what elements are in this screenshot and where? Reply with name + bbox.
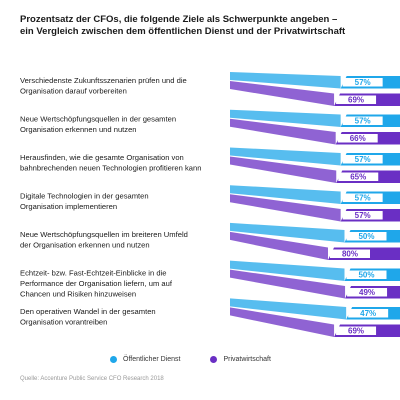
connector-ribbon <box>230 231 328 260</box>
chart-title: Prozentsatz der CFOs, die folgende Ziele… <box>20 14 390 38</box>
source-note: Quelle: Accenture Public Service CFO Res… <box>20 376 164 382</box>
connector-ribbon <box>230 307 335 337</box>
connector-ribbon <box>230 298 347 320</box>
category-label: Neue Wertschöpfungsquellen im breiteren … <box>20 230 188 250</box>
chart-title-line-2: ein Vergleich zwischen dem öffentlichen … <box>20 26 346 37</box>
category-label: Den operativen Wandel in der gesamten Org… <box>20 307 156 327</box>
category-label: Herausfinden, wie die gesamte Organisati… <box>20 153 201 173</box>
value-label: 47% <box>360 309 376 318</box>
chart-title-line-1: Prozentsatz der CFOs, die folgende Ziele… <box>20 14 338 25</box>
value-label: 69% <box>348 96 364 105</box>
value-label: 50% <box>358 232 374 241</box>
connector-ribbon <box>230 147 341 166</box>
value-label: 50% <box>358 271 374 280</box>
connector-ribbon <box>230 72 341 89</box>
value-label-box <box>330 249 370 258</box>
value-label-box <box>337 134 378 143</box>
category-label: Echtzeit- bzw. Fast-Echtzeit-Einblicke i… <box>20 269 173 299</box>
value-label: 80% <box>342 250 358 259</box>
value-label: 57% <box>355 211 371 220</box>
category-label: Digitale Technologien in der gesamten Org… <box>20 192 149 212</box>
value-label: 57% <box>355 194 371 203</box>
value-label: 65% <box>350 173 366 182</box>
value-label: 49% <box>359 288 375 297</box>
value-label-box <box>348 309 389 318</box>
value-label-box <box>347 288 388 297</box>
connector-ribbon <box>230 118 336 145</box>
category-label: Neue Wertschöpfungsquellen in der gesamt… <box>20 115 176 135</box>
value-label-box <box>342 78 383 87</box>
legend-swatch-public <box>110 356 117 363</box>
value-label-box <box>346 232 387 241</box>
value-label: 66% <box>350 134 366 143</box>
value-label-box <box>336 95 377 104</box>
value-label-box <box>338 172 379 181</box>
value-label-box <box>342 116 383 125</box>
connector-ribbon <box>230 185 341 204</box>
connector-ribbon <box>230 109 341 127</box>
value-label: 57% <box>355 155 371 164</box>
value-label-box <box>336 326 377 335</box>
connector-ribbon <box>230 269 346 299</box>
legend-label-public: Öffentlicher Dienst <box>123 356 181 363</box>
value-label: 69% <box>348 327 364 336</box>
legend-item-private: Privatwirtschaft <box>210 356 271 363</box>
legend-item-public: Öffentlicher Dienst <box>110 356 180 363</box>
value-label: 57% <box>355 117 371 126</box>
value-label-box <box>342 211 383 220</box>
value-label: 57% <box>355 78 371 87</box>
connector-ribbon <box>230 194 341 222</box>
connector-ribbon <box>230 81 335 106</box>
value-label-box <box>342 193 383 202</box>
connector-ribbon <box>230 260 345 281</box>
connector-ribbon <box>230 222 345 243</box>
legend-label-private: Privatwirtschaft <box>223 356 271 363</box>
value-label-box <box>346 270 387 279</box>
category-label: Verschiedenste Zukunftsszenarien prüfen … <box>20 76 187 96</box>
legend: Öffentlicher Dienst Privatwirtschaft <box>110 356 271 363</box>
value-label-box <box>342 155 383 164</box>
connector-ribbon <box>230 156 337 183</box>
legend-swatch-private <box>210 356 218 363</box>
